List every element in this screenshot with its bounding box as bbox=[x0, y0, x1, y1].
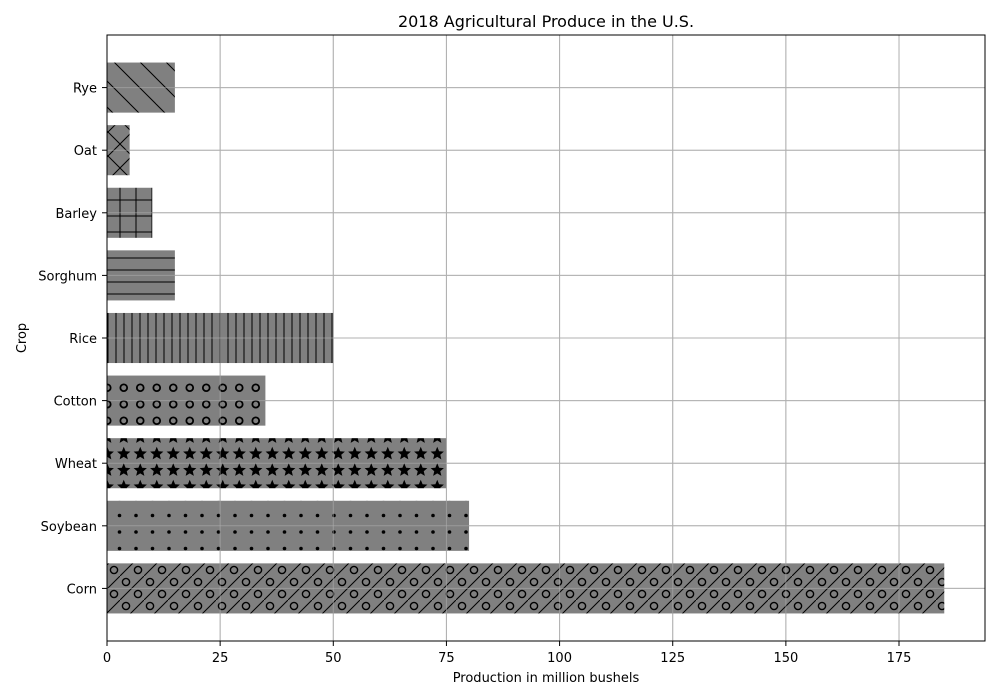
x-tick-label: 0 bbox=[103, 651, 111, 666]
y-tick-label: Cotton bbox=[54, 395, 97, 410]
x-tick-label: 175 bbox=[887, 651, 912, 666]
x-axis-label: Production in million bushels bbox=[453, 671, 640, 686]
y-tick-label: Corn bbox=[67, 582, 97, 597]
x-tick-label: 25 bbox=[212, 651, 229, 666]
chart-title: 2018 Agricultural Produce in the U.S. bbox=[398, 12, 694, 31]
y-tick-label: Rye bbox=[73, 82, 97, 97]
x-tick-label: 150 bbox=[773, 651, 798, 666]
y-tick-label: Barley bbox=[55, 207, 97, 222]
x-tick-label: 50 bbox=[325, 651, 342, 666]
y-tick-label: Wheat bbox=[55, 457, 97, 472]
y-tick-label: Soybean bbox=[41, 520, 97, 535]
y-tick-label: Oat bbox=[74, 144, 97, 159]
y-axis-label: Crop bbox=[15, 323, 30, 353]
x-tick-label: 75 bbox=[438, 651, 455, 666]
y-tick-label: Sorghum bbox=[38, 269, 97, 284]
x-tick-label: 125 bbox=[660, 651, 685, 666]
x-tick-label: 100 bbox=[547, 651, 572, 666]
ticks: 0 25 50 75 100 125 150 175 Corn Soybean Wheat Cotto… bbox=[38, 82, 911, 666]
bars bbox=[106, 35, 985, 641]
y-tick-label: Rice bbox=[69, 332, 97, 347]
